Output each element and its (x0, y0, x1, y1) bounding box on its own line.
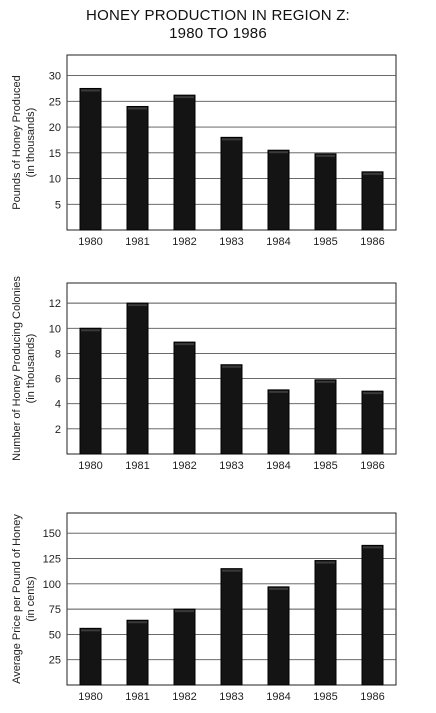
colonies-ylabel-line1: Number of Honey Producing Colonies (11, 276, 23, 461)
colonies-bar-highlight (128, 304, 147, 307)
price-ytick-label: 25 (49, 655, 61, 667)
colonies-bar-1981 (126, 302, 149, 455)
colonies-bar-highlight (269, 390, 288, 393)
pounds-bar-1980 (79, 87, 102, 231)
pounds-xtick-label: 1985 (313, 236, 337, 248)
pounds-bar-1982 (173, 94, 196, 231)
colonies-xtick-label: 1982 (172, 460, 196, 472)
price-ytick-label: 125 (43, 554, 61, 566)
honey-price-chart: 25 50 75 100 125 150 1980 1981 1982 1983 1984 1985 1… (11, 512, 397, 703)
colonies-bar-1986 (361, 390, 384, 455)
pounds-xtick-label: 1983 (219, 236, 243, 248)
colonies-bar-highlight (316, 380, 335, 383)
colonies-bar-highlight (175, 343, 194, 346)
colonies-bar-highlight (81, 329, 100, 332)
price-ytick-label: 100 (43, 579, 61, 591)
price-bar-highlight (316, 561, 335, 564)
colonies-bar-1983 (220, 364, 243, 455)
price-xtick-label: 1986 (360, 691, 384, 703)
pounds-xtick-label: 1981 (125, 236, 149, 248)
price-xtick-label: 1985 (313, 691, 337, 703)
colonies-bar-1982 (173, 341, 196, 455)
pounds-ytick-label: 20 (49, 122, 61, 134)
price-bar-1981 (126, 619, 149, 686)
price-bar-1985 (314, 560, 337, 686)
colonies-xtick-label: 1985 (313, 460, 337, 472)
price-bar-1983 (220, 568, 243, 686)
pounds-bar-highlight (222, 138, 241, 141)
pounds-ytick-label: 5 (55, 199, 61, 211)
pounds-ytick-label: 30 (49, 71, 61, 83)
pounds-bar-highlight (269, 151, 288, 154)
pounds-xtick-label: 1980 (78, 236, 102, 248)
pounds-bar-1983 (220, 136, 243, 231)
price-bar-highlight (128, 621, 147, 624)
colonies-xtick-label: 1983 (219, 460, 243, 472)
price-bar-1982 (173, 608, 196, 686)
pounds-bar-1984 (267, 149, 290, 231)
colonies-ylabel-line2: (in thousands) (25, 334, 37, 404)
price-bar-1986 (361, 544, 384, 686)
colonies-ytick-label: 10 (49, 323, 61, 335)
price-xtick-label: 1982 (172, 691, 196, 703)
colonies-bar-highlight (222, 365, 241, 368)
honey-pounds-chart: 5 10 15 20 25 30 1980 1981 1982 1983 1984 1985 1986 P… (11, 54, 397, 248)
colonies-bar-1985 (314, 379, 337, 455)
colonies-ytick-label: 2 (55, 424, 61, 436)
price-ylabel-line2: (in cents) (25, 576, 37, 621)
pounds-bar-highlight (81, 89, 100, 92)
price-ytick-label: 75 (49, 604, 61, 616)
honey-colonies-chart: 2 4 6 8 10 12 1980 1981 1982 1983 1984 1985 1986 Numb… (11, 276, 397, 472)
colonies-bar-highlight (363, 392, 382, 395)
chart-title-line1: HONEY PRODUCTION IN REGION Z: (86, 7, 350, 24)
colonies-xtick-label: 1980 (78, 460, 102, 472)
pounds-ytick-label: 10 (49, 174, 61, 186)
pounds-xtick-label: 1982 (172, 236, 196, 248)
pounds-bar-1986 (361, 171, 384, 231)
price-xtick-label: 1980 (78, 691, 102, 703)
colonies-xtick-label: 1984 (266, 460, 290, 472)
price-xtick-label: 1983 (219, 691, 243, 703)
colonies-ytick-label: 12 (49, 298, 61, 310)
price-ytick-label: 50 (49, 629, 61, 641)
price-ytick-label: 150 (43, 528, 61, 540)
price-bar-highlight (222, 569, 241, 572)
colonies-ytick-label: 8 (55, 348, 61, 360)
price-bar-highlight (175, 610, 194, 613)
colonies-bar-1984 (267, 389, 290, 455)
pounds-bar-highlight (363, 172, 382, 175)
colonies-ytick-label: 4 (55, 399, 61, 411)
price-bar-1984 (267, 586, 290, 686)
price-bar-highlight (81, 629, 100, 632)
pounds-bar-highlight (128, 107, 147, 110)
pounds-ytick-label: 25 (49, 96, 61, 108)
price-bar-1980 (79, 627, 102, 686)
price-bar-highlight (269, 587, 288, 590)
pounds-ytick-label: 15 (49, 148, 61, 160)
pounds-bar-highlight (316, 154, 335, 157)
colonies-ytick-label: 6 (55, 374, 61, 386)
colonies-xtick-label: 1981 (125, 460, 149, 472)
pounds-ylabel-line2: (in thousands) (25, 108, 37, 178)
colonies-xtick-label: 1986 (360, 460, 384, 472)
pounds-xtick-label: 1984 (266, 236, 290, 248)
colonies-bar-1980 (79, 327, 102, 455)
pounds-bar-highlight (175, 96, 194, 99)
pounds-ylabel-line1: Pounds of Honey Produced (11, 75, 23, 210)
pounds-bar-1981 (126, 105, 149, 231)
pounds-xtick-label: 1986 (360, 236, 384, 248)
price-xtick-label: 1984 (266, 691, 290, 703)
price-ylabel-line1: Average Price per Pound of Honey (11, 514, 23, 684)
price-xtick-label: 1981 (125, 691, 149, 703)
pounds-bar-1985 (314, 153, 337, 231)
chart-title-line2: 1980 TO 1986 (169, 25, 267, 42)
price-bar-highlight (363, 546, 382, 549)
